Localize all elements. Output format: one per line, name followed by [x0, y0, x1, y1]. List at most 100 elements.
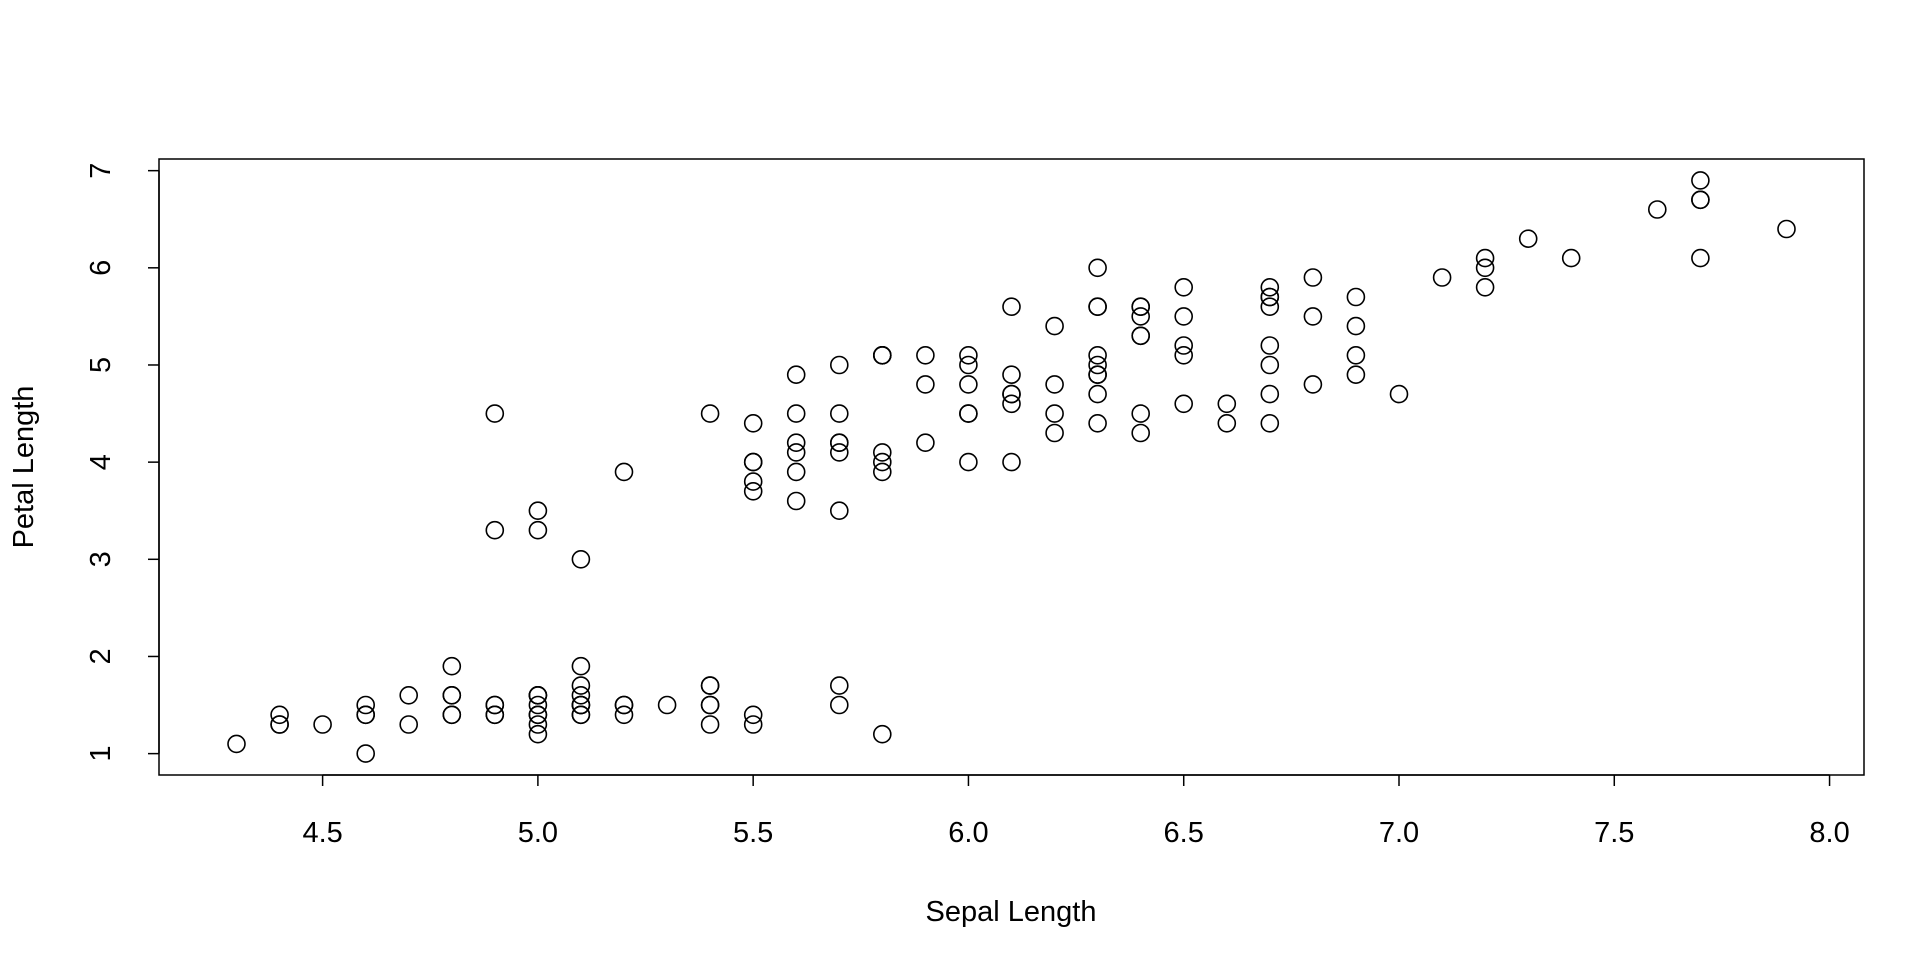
data-point [1518, 229, 1538, 248]
data-point [916, 345, 935, 365]
data-point [829, 695, 849, 715]
data-point [743, 413, 763, 433]
data-point [1131, 297, 1150, 317]
data-point [743, 472, 763, 491]
data-point [743, 452, 763, 472]
data-point [1088, 297, 1107, 317]
y-tick-label: 5 [85, 357, 117, 373]
y-tick-label: 3 [85, 551, 117, 567]
data-point [1777, 219, 1796, 239]
data-point [1260, 355, 1280, 375]
x-tick-label: 8.0 [1809, 817, 1849, 849]
data-point [1174, 345, 1193, 365]
data-point [700, 676, 720, 695]
data-point [485, 520, 505, 540]
x-axis-label: Sepal Length [926, 896, 1097, 928]
data-point [399, 715, 419, 734]
data-point [743, 705, 763, 725]
data-point [1002, 297, 1021, 317]
data-point [442, 656, 462, 676]
y-tick-label: 4 [85, 454, 117, 470]
data-point [442, 685, 462, 705]
data-point [959, 375, 978, 394]
data-point [916, 433, 935, 453]
data-point [872, 345, 892, 365]
data-point [1088, 345, 1107, 365]
data-point [1260, 336, 1280, 355]
data-point [1088, 355, 1107, 375]
data-point [528, 715, 548, 734]
data-point [1045, 404, 1064, 423]
data-point [1131, 404, 1150, 423]
data-point [614, 695, 634, 715]
data-point [786, 433, 806, 453]
y-tick-label: 2 [85, 648, 117, 664]
data-point [872, 462, 892, 482]
data-point [1260, 413, 1280, 433]
data-point [528, 520, 548, 540]
data-point [657, 695, 677, 715]
data-point [614, 462, 634, 482]
data-point [743, 715, 763, 734]
data-point [786, 462, 806, 482]
data-point [872, 724, 892, 744]
data-point [1691, 171, 1710, 190]
points-layer [227, 171, 1796, 763]
data-point [485, 404, 505, 423]
data-point [1303, 268, 1323, 287]
data-point [1002, 452, 1021, 472]
data-point [571, 656, 591, 676]
data-point [270, 715, 289, 734]
data-point [829, 355, 849, 375]
data-point [1346, 287, 1366, 307]
data-point [1389, 384, 1409, 404]
data-point [1045, 316, 1064, 336]
data-point [1346, 316, 1366, 336]
data-point [571, 695, 591, 715]
data-point [829, 433, 849, 453]
data-point [786, 443, 806, 462]
x-tick-label: 6.5 [1164, 817, 1204, 849]
data-point [1174, 277, 1193, 297]
data-point [1260, 297, 1280, 317]
data-point [916, 375, 935, 394]
data-point [1002, 384, 1021, 404]
y-tick-label: 6 [85, 260, 117, 276]
data-point [1260, 384, 1280, 404]
data-point [571, 676, 591, 695]
data-point [959, 345, 978, 365]
data-point [528, 724, 548, 744]
data-point [959, 452, 978, 472]
data-point [1088, 413, 1107, 433]
data-point [571, 705, 591, 725]
data-point [1648, 200, 1667, 219]
y-axis: 1 2 3 4 5 6 7 [85, 163, 160, 762]
data-point [1475, 277, 1495, 297]
data-point [829, 404, 849, 423]
data-point [959, 404, 978, 423]
data-point [1088, 384, 1107, 404]
data-point [1217, 394, 1237, 414]
data-point [959, 355, 978, 375]
data-point [614, 705, 634, 725]
data-point [1303, 375, 1323, 394]
data-point [700, 715, 720, 734]
data-point [1131, 326, 1150, 346]
data-point [1088, 258, 1107, 278]
data-point [356, 695, 376, 715]
data-point [1131, 423, 1150, 443]
data-point [571, 685, 591, 705]
y-axis-label: Petal Length [8, 386, 40, 549]
data-point [1475, 248, 1495, 268]
x-tick-label: 7.5 [1594, 817, 1634, 849]
x-tick-label: 7.0 [1379, 817, 1419, 849]
data-point [1260, 277, 1280, 297]
x-tick-label: 5.5 [733, 817, 773, 849]
data-point [1045, 375, 1064, 394]
data-point [1346, 365, 1366, 385]
data-point [1432, 268, 1452, 287]
data-point [786, 491, 806, 511]
data-point [786, 404, 806, 423]
data-point [270, 705, 289, 725]
